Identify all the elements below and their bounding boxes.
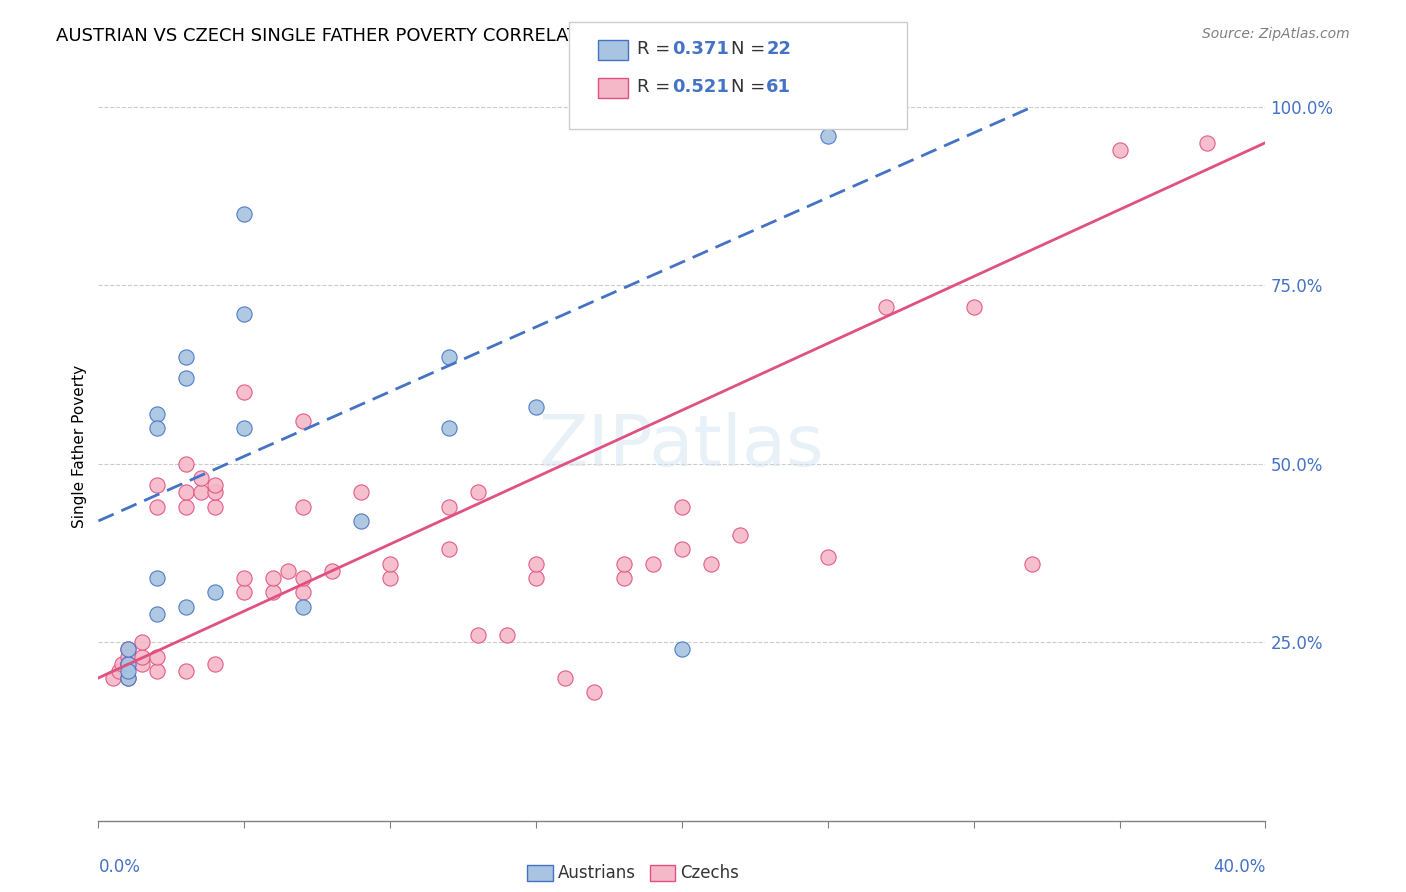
Text: N =: N = — [731, 78, 770, 96]
Point — [262, 571, 284, 585]
Point — [641, 557, 664, 571]
Point — [174, 350, 197, 364]
Point — [204, 485, 226, 500]
Point — [146, 607, 169, 621]
Point — [875, 300, 897, 314]
Text: 0.0%: 0.0% — [98, 858, 141, 876]
Point — [583, 685, 606, 699]
Text: Source: ZipAtlas.com: Source: ZipAtlas.com — [1202, 27, 1350, 41]
Point — [233, 585, 256, 599]
Point — [117, 642, 139, 657]
Point — [962, 300, 984, 314]
Point — [554, 671, 576, 685]
Point — [174, 457, 197, 471]
Point — [467, 485, 489, 500]
Point — [146, 407, 169, 421]
Point — [817, 128, 839, 143]
Point — [108, 664, 131, 678]
Point — [524, 400, 547, 414]
Point — [146, 571, 169, 585]
Point — [174, 485, 197, 500]
Point — [117, 657, 139, 671]
Point — [111, 657, 134, 671]
Point — [146, 421, 169, 435]
Point — [117, 657, 139, 671]
Point — [117, 671, 139, 685]
Text: Czechs: Czechs — [681, 864, 740, 882]
Point — [671, 642, 693, 657]
Text: N =: N = — [731, 40, 770, 58]
Point — [146, 500, 169, 514]
Point — [174, 599, 197, 614]
Point — [233, 385, 256, 400]
Text: 40.0%: 40.0% — [1213, 858, 1265, 876]
Point — [817, 549, 839, 564]
Point — [380, 571, 402, 585]
Point — [437, 500, 460, 514]
Point — [117, 649, 139, 664]
Point — [671, 542, 693, 557]
Point — [1021, 557, 1043, 571]
Text: ZIPatlas: ZIPatlas — [538, 411, 825, 481]
Point — [437, 350, 460, 364]
Text: 0.521: 0.521 — [672, 78, 728, 96]
Point — [277, 564, 299, 578]
Point — [437, 542, 460, 557]
Point — [174, 500, 197, 514]
Y-axis label: Single Father Poverty: Single Father Poverty — [72, 365, 87, 527]
Point — [524, 557, 547, 571]
Point — [204, 657, 226, 671]
Text: 22: 22 — [766, 40, 792, 58]
Text: R =: R = — [637, 40, 676, 58]
Text: 0.371: 0.371 — [672, 40, 728, 58]
Point — [117, 664, 139, 678]
Point — [437, 421, 460, 435]
Point — [321, 564, 343, 578]
Point — [671, 500, 693, 514]
Point — [117, 657, 139, 671]
Point — [291, 571, 314, 585]
Point — [101, 671, 124, 685]
Point — [117, 671, 139, 685]
Point — [190, 471, 212, 485]
Point — [204, 500, 226, 514]
Point — [350, 514, 373, 528]
Point — [131, 649, 153, 664]
Point — [612, 571, 634, 585]
Text: 61: 61 — [766, 78, 792, 96]
Point — [204, 585, 226, 599]
Text: R =: R = — [637, 78, 676, 96]
Point — [190, 485, 212, 500]
Point — [131, 657, 153, 671]
Point — [350, 485, 373, 500]
Point — [233, 421, 256, 435]
Point — [146, 649, 169, 664]
Point — [291, 585, 314, 599]
Point — [467, 628, 489, 642]
Point — [204, 478, 226, 492]
Point — [1195, 136, 1218, 150]
Point — [730, 528, 752, 542]
Text: Austrians: Austrians — [558, 864, 636, 882]
Point — [146, 478, 169, 492]
Point — [146, 664, 169, 678]
Text: AUSTRIAN VS CZECH SINGLE FATHER POVERTY CORRELATION CHART: AUSTRIAN VS CZECH SINGLE FATHER POVERTY … — [56, 27, 678, 45]
Point — [1108, 143, 1130, 157]
Point — [524, 571, 547, 585]
Point — [131, 635, 153, 649]
Point — [496, 628, 519, 642]
Point — [233, 307, 256, 321]
Point — [174, 371, 197, 385]
Point — [291, 414, 314, 428]
Point — [291, 500, 314, 514]
Point — [233, 207, 256, 221]
Point — [700, 557, 723, 571]
Point — [380, 557, 402, 571]
Point — [174, 664, 197, 678]
Point — [117, 642, 139, 657]
Point — [233, 571, 256, 585]
Point — [612, 557, 634, 571]
Point — [291, 599, 314, 614]
Point — [262, 585, 284, 599]
